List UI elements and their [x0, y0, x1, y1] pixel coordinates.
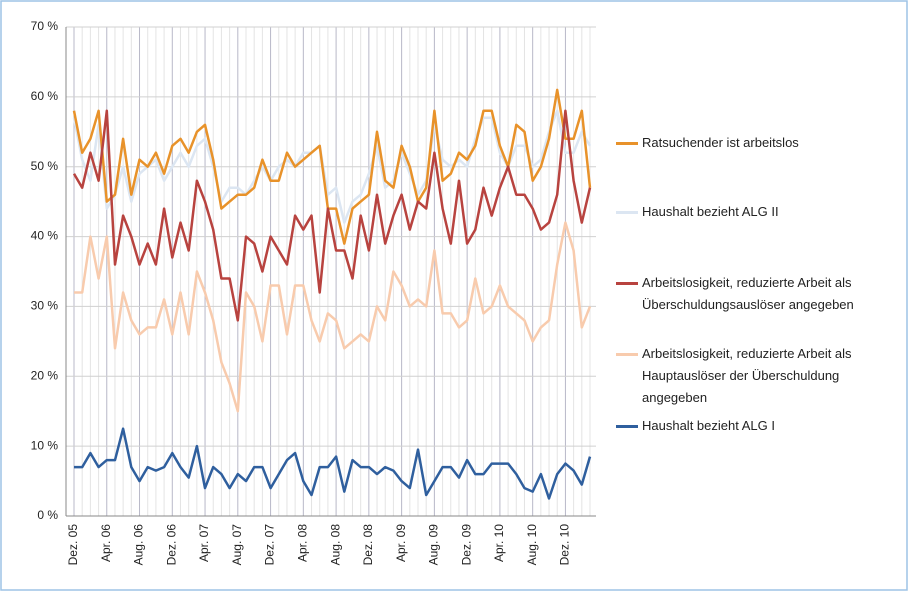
legend-swatch	[616, 425, 638, 428]
y-tick-label: 20 %	[31, 368, 59, 382]
legend-item: Haushalt bezieht ALG I	[616, 415, 896, 437]
legend-swatch	[616, 282, 638, 285]
x-tick-label: Aug. 08	[328, 524, 342, 566]
legend-label: Haushalt bezieht ALG II	[642, 204, 779, 219]
x-tick-label: Apr. 07	[197, 524, 211, 562]
y-tick-label: 40 %	[31, 229, 59, 243]
legend-swatch	[616, 142, 638, 145]
x-tick-label: Apr. 09	[394, 524, 408, 562]
legend-label: Haushalt bezieht ALG I	[642, 418, 775, 433]
x-tick-label: Apr. 06	[99, 524, 113, 562]
y-tick-label: 0 %	[37, 508, 58, 522]
x-tick-label: Dez. 09	[459, 524, 473, 566]
y-tick-label: 70 %	[31, 19, 59, 33]
series-line	[74, 221, 592, 413]
series-line	[72, 109, 592, 224]
legend-swatch	[616, 211, 638, 214]
x-tick-label: Dez. 07	[263, 524, 277, 566]
x-tick-label: Dez. 05	[66, 524, 80, 566]
y-tick-label: 10 %	[31, 438, 59, 452]
y-tick-label: 30 %	[31, 299, 59, 313]
legend-label: Ratsuchender ist arbeitslos	[642, 135, 799, 150]
x-tick-label: Aug. 07	[230, 524, 244, 566]
legend-label: Arbeitslosigkeit, reduzierte Arbeit als …	[642, 346, 852, 405]
legend-item: Arbeitslosigkeit, reduzierte Arbeit als …	[616, 272, 896, 316]
legend-item: Haushalt bezieht ALG II	[616, 201, 896, 223]
legend-item: Ratsuchender ist arbeitslos	[616, 132, 896, 154]
x-tick-label: Aug. 10	[525, 524, 539, 566]
series-line	[72, 109, 592, 322]
y-tick-label: 60 %	[31, 89, 59, 103]
series-line	[72, 88, 592, 245]
legend-label: Arbeitslosigkeit, reduzierte Arbeit als …	[642, 275, 854, 312]
x-tick-label: Apr. 10	[492, 524, 506, 562]
x-tick-label: Aug. 06	[132, 524, 146, 566]
y-tick-label: 50 %	[31, 159, 59, 173]
x-tick-label: Aug. 09	[427, 524, 441, 566]
x-tick-label: Dez. 06	[164, 524, 178, 566]
legend-swatch	[616, 353, 638, 356]
legend-item: Arbeitslosigkeit, reduzierte Arbeit als …	[616, 343, 896, 409]
series-line	[74, 427, 592, 500]
x-tick-label: Apr. 08	[296, 524, 310, 562]
x-tick-label: Dez. 08	[361, 524, 375, 566]
x-tick-label: Dez. 10	[558, 524, 572, 566]
